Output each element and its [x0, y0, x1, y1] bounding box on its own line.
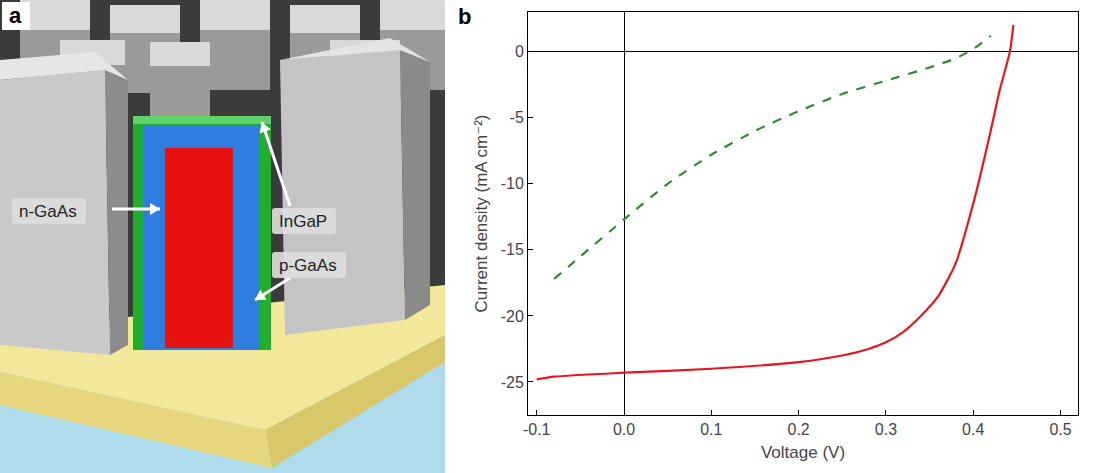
svg-text:-25: -25 — [501, 374, 524, 391]
svg-text:InGaP: InGaP — [279, 212, 327, 231]
svg-text:-0.1: -0.1 — [523, 421, 551, 438]
svg-text:-20: -20 — [501, 308, 524, 325]
svg-text:-5: -5 — [510, 109, 524, 126]
svg-text:n-GaAs: n-GaAs — [19, 202, 77, 221]
svg-text:p-GaAs: p-GaAs — [279, 256, 337, 275]
svg-text:0: 0 — [515, 43, 524, 60]
svg-text:a: a — [9, 3, 22, 28]
svg-text:0.3: 0.3 — [875, 421, 897, 438]
html-text:b: b — [458, 4, 472, 29]
svg-text:0.2: 0.2 — [788, 421, 810, 438]
svg-text:0.4: 0.4 — [962, 421, 984, 438]
svg-text:0.0: 0.0 — [613, 421, 635, 438]
svg-text:Voltage (V): Voltage (V) — [761, 443, 845, 462]
svg-text:-10: -10 — [501, 175, 524, 192]
svg-text:0.1: 0.1 — [700, 421, 722, 438]
svg-text:0.5: 0.5 — [1049, 421, 1071, 438]
svg-text:-15: -15 — [501, 241, 524, 258]
svg-text:Current density (mA cm⁻²): Current density (mA cm⁻²) — [472, 115, 491, 313]
